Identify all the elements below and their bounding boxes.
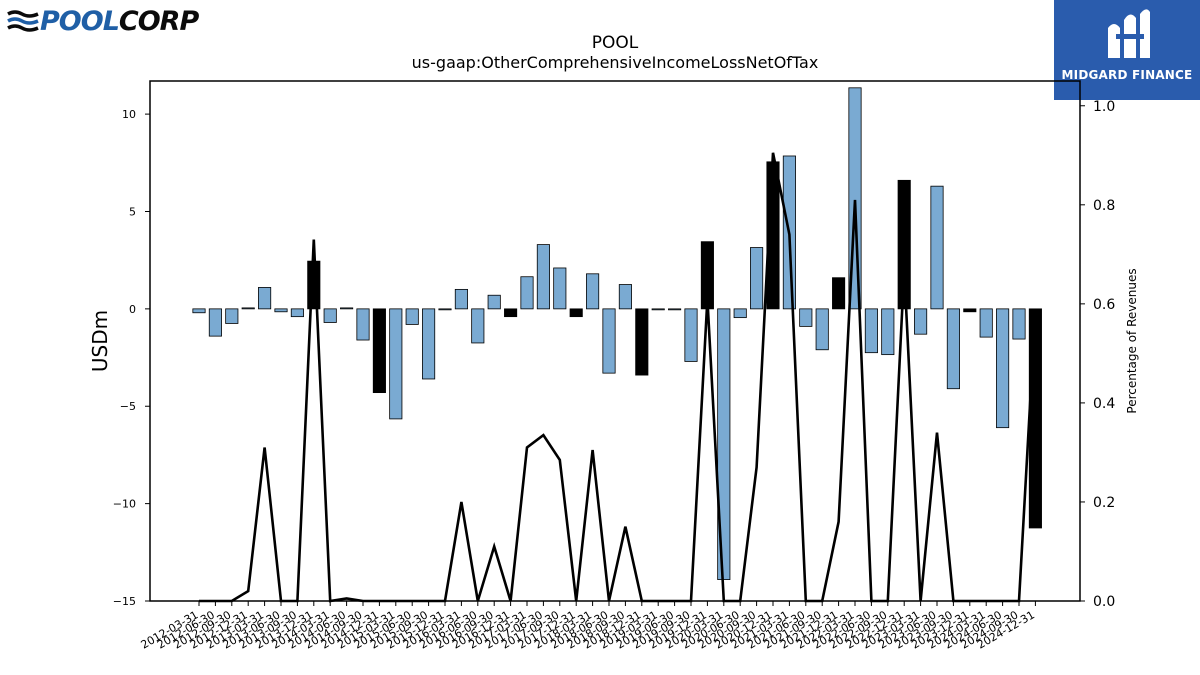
bar-quarter xyxy=(258,287,272,310)
bar-quarter xyxy=(274,308,288,313)
bar-quarter xyxy=(208,308,222,337)
poolcorp-logo: POOLCORP xyxy=(6,4,199,38)
bar-quarter xyxy=(471,308,485,344)
bar-quarter xyxy=(422,308,436,380)
bar-quarter xyxy=(651,308,665,311)
bar-quarter xyxy=(733,308,747,319)
midgard-finance-wordmark: MIDGARD FINANCE xyxy=(1061,68,1193,82)
bar-quarter xyxy=(602,308,616,374)
bar-quarter xyxy=(618,284,632,310)
y2-tick-label: 0.6 xyxy=(1093,297,1115,313)
bar-quarter xyxy=(389,308,403,420)
bar-quarter xyxy=(553,267,567,310)
plot-frame xyxy=(149,80,1081,602)
chart-subtitle: us-gaap:OtherComprehensiveIncomeLossNetO… xyxy=(412,53,819,72)
bar-quarter xyxy=(225,308,239,324)
bar-quarter xyxy=(323,308,337,323)
bar-quarter xyxy=(290,308,304,318)
bar-quarter xyxy=(241,307,255,310)
bar-quarter xyxy=(815,308,829,351)
bar-annual xyxy=(569,308,583,318)
bar-quarter xyxy=(684,308,698,362)
bar-quarter xyxy=(750,247,764,310)
bar-annual xyxy=(963,308,977,313)
bar-annual xyxy=(504,308,518,318)
chart-title: POOL xyxy=(592,33,639,53)
bar-quarter xyxy=(668,308,682,311)
y-axis-label: USDm xyxy=(88,310,112,372)
bar-quarter xyxy=(405,308,419,325)
bar-quarter xyxy=(520,276,534,310)
y-tick-label: 0 xyxy=(129,303,136,316)
bar-quarter xyxy=(996,308,1010,429)
y-tick-label: −15 xyxy=(113,595,136,608)
bar-quarter xyxy=(192,308,206,314)
bar-quarter xyxy=(536,244,550,310)
midgard-finance-logo: MIDGARD FINANCE xyxy=(1054,0,1200,100)
bar-quarter xyxy=(864,308,878,354)
bar-quarter xyxy=(881,308,895,356)
bar-annual xyxy=(307,260,321,310)
revenue-percentage-line xyxy=(199,152,1037,603)
y-tick-label: 10 xyxy=(122,108,136,121)
bar-quarter xyxy=(1012,308,1026,340)
bar-annual xyxy=(832,277,846,310)
bar-annual xyxy=(897,179,911,310)
bar-quarter xyxy=(356,308,370,341)
poolcorp-wordmark: POOLCORP xyxy=(40,5,199,37)
y-tick-label: −5 xyxy=(120,400,136,413)
y2-tick-label: 0.8 xyxy=(1093,198,1115,214)
poolcorp-wave-icon xyxy=(7,10,39,32)
bar-quarter xyxy=(979,308,993,338)
bar-annual xyxy=(635,308,649,376)
bar-annual xyxy=(700,241,714,310)
y-tick-label: −10 xyxy=(113,498,136,511)
bar-quarter xyxy=(340,307,354,310)
bar-quarter xyxy=(799,308,813,327)
bar-annual xyxy=(372,308,386,394)
y2-tick-label: 0.2 xyxy=(1093,495,1115,511)
y2-tick-label: 0.0 xyxy=(1093,594,1115,610)
bar-quarter xyxy=(930,185,944,310)
y2-tick-label: 1.0 xyxy=(1093,99,1115,115)
bar-quarter xyxy=(914,308,928,335)
bar-quarter xyxy=(454,288,468,310)
y2-axis-label: Percentage of Revenues xyxy=(1125,268,1139,413)
bar-quarter xyxy=(487,294,501,310)
y-tick-label: 5 xyxy=(129,205,136,218)
bar-quarter xyxy=(586,273,600,310)
bar-quarter xyxy=(438,308,452,311)
bar-annual xyxy=(1028,308,1042,529)
bar-quarter xyxy=(946,308,960,390)
y2-tick-label: 0.4 xyxy=(1093,396,1115,412)
midgard-mark-icon xyxy=(1108,9,1150,59)
